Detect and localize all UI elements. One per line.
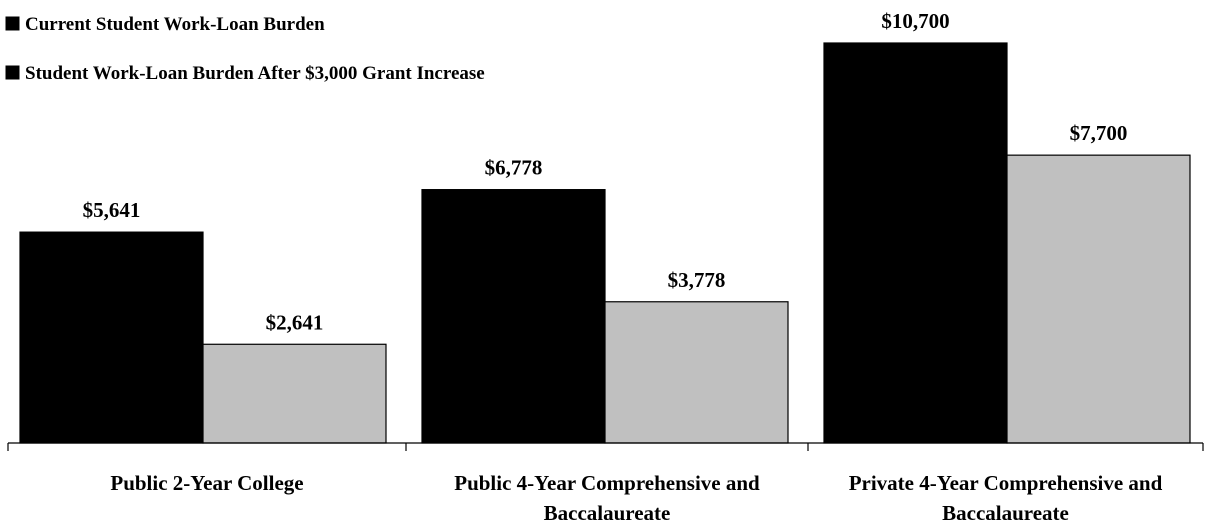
bar-after-grant-2 bbox=[1006, 154, 1191, 444]
category-label-1: Public 4-Year Comprehensive and Baccalaur… bbox=[454, 471, 760, 525]
category-label-0: Public 2-Year College bbox=[110, 471, 303, 495]
data-labels-group: $5,641 $6,778 $10,700 $2,641 $3,778 $7,700 bbox=[83, 9, 1128, 334]
legend-label-after-grant: Student Work-Loan Burden After $3,000 Gr… bbox=[25, 63, 485, 84]
legend-swatch-after-grant bbox=[5, 65, 20, 80]
bar-after-grant-0 bbox=[202, 343, 387, 444]
category-label-2: Private 4-Year Comprehensive and Baccalau… bbox=[849, 471, 1163, 525]
category-labels-group: Public 2-Year College Public 4-Year Compr… bbox=[110, 471, 1162, 525]
legend-label-current: Current Student Work-Loan Burden bbox=[25, 14, 325, 35]
data-label-current-1: $6,778 bbox=[485, 156, 543, 180]
data-label-after-grant-2: $7,700 bbox=[1070, 121, 1128, 145]
data-label-current-2: $10,700 bbox=[881, 9, 949, 33]
bar-after-grant-1 bbox=[604, 301, 789, 444]
bar-current-2 bbox=[823, 42, 1008, 444]
data-label-current-0: $5,641 bbox=[83, 198, 141, 222]
legend-swatch-current bbox=[5, 16, 20, 31]
bar-current-0 bbox=[19, 231, 204, 444]
bar-current-1 bbox=[421, 189, 606, 444]
data-label-after-grant-0: $2,641 bbox=[266, 310, 324, 334]
x-axis bbox=[7, 442, 1204, 451]
legend: Current Student Work-Loan Burden Student… bbox=[5, 14, 485, 84]
data-label-after-grant-1: $3,778 bbox=[668, 268, 726, 292]
bars-group bbox=[19, 42, 1191, 444]
